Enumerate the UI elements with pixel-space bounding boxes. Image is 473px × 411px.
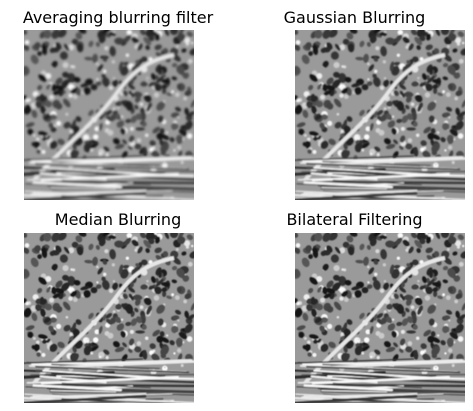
panel-title: Averaging blurring filter [22,8,214,27]
panel-title: Median Blurring [54,210,182,229]
panel-gaussian: Gaussian Blurring [236,0,473,205]
panel-title: Gaussian Blurring [283,8,426,27]
panel-bilateral: Bilateral Filtering [236,205,473,411]
tissue-image [24,233,194,403]
tissue-texture [24,30,194,200]
panel-median: Median Blurring [0,205,236,411]
tissue-texture [24,233,194,403]
tissue-image [295,233,465,403]
panel-title: Bilateral Filtering [286,210,423,229]
tissue-texture [295,30,465,200]
panel-averaging: Averaging blurring filter [0,0,236,205]
tissue-image [24,30,194,200]
tissue-image [295,30,465,200]
tissue-texture [295,233,465,403]
